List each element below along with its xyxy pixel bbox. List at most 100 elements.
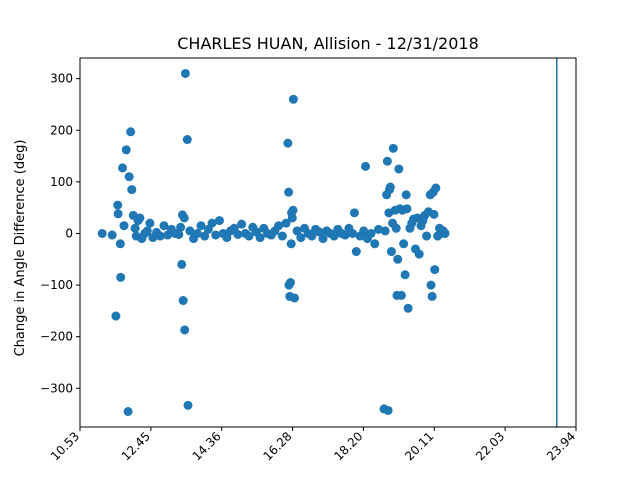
data-point — [388, 143, 398, 153]
data-point — [135, 213, 145, 223]
data-point — [182, 135, 192, 145]
y-axis: 300 200 100 0 −100 −200 −300 — [40, 72, 80, 395]
data-point — [307, 231, 317, 241]
data-point — [180, 68, 190, 78]
data-point — [414, 249, 424, 259]
data-point — [124, 172, 134, 182]
data-point — [382, 156, 392, 166]
data-point — [288, 205, 298, 215]
data-point — [127, 185, 137, 195]
data-point — [233, 230, 243, 240]
data-point — [178, 296, 188, 306]
data-point — [113, 209, 123, 219]
data-point — [440, 228, 450, 238]
data-point — [179, 213, 189, 223]
data-point — [145, 218, 155, 228]
data-point — [285, 277, 295, 287]
data-point — [174, 230, 184, 240]
y-tick-label: 100 — [50, 175, 73, 189]
data-point — [385, 182, 395, 192]
data-point — [383, 405, 393, 415]
data-point — [386, 247, 396, 257]
y-axis-label: Change in Angle Difference (deg) — [13, 140, 28, 357]
data-point — [290, 293, 300, 303]
data-point — [380, 226, 390, 236]
data-point — [351, 247, 361, 257]
data-point — [123, 407, 133, 417]
data-point — [200, 231, 210, 241]
data-point — [183, 400, 193, 410]
plot-frame — [79, 57, 577, 428]
data-point — [393, 254, 403, 264]
data-point — [111, 311, 121, 321]
y-tick-label: 300 — [50, 72, 73, 86]
data-point — [159, 221, 169, 231]
data-point — [244, 231, 254, 241]
chart-title: CHARLES HUAN, Allision - 12/31/2018 — [177, 34, 479, 53]
data-point — [115, 239, 125, 249]
data-point — [177, 259, 187, 269]
data-point — [329, 231, 339, 241]
data-point — [348, 228, 358, 238]
data-point — [155, 231, 165, 241]
data-point — [402, 204, 412, 214]
data-point — [429, 209, 439, 219]
data-point — [255, 233, 265, 243]
data-point — [119, 221, 129, 231]
data-point — [274, 221, 284, 231]
data-point — [176, 222, 186, 232]
data-point — [403, 303, 413, 313]
data-point — [287, 213, 297, 223]
data-point — [277, 231, 287, 241]
data-point — [400, 270, 410, 280]
data-point — [288, 94, 298, 104]
data-point — [113, 200, 123, 210]
data-point — [292, 226, 302, 236]
data-point — [107, 230, 117, 240]
data-point — [283, 138, 293, 148]
data-point — [426, 280, 436, 290]
data-point — [349, 208, 359, 218]
data-point — [394, 164, 404, 174]
data-point — [286, 239, 296, 249]
data-point — [430, 265, 440, 275]
data-point — [370, 239, 380, 249]
data-point — [121, 145, 131, 155]
data-point — [211, 230, 221, 240]
y-tick-label: 0 — [65, 226, 73, 240]
data-point — [340, 230, 350, 240]
data-point — [126, 127, 136, 137]
y-tick-label: −100 — [40, 278, 73, 292]
data-point — [318, 234, 328, 244]
y-tick-label: −300 — [40, 381, 73, 395]
data-point — [214, 216, 224, 226]
data-point — [314, 227, 324, 237]
data-point — [281, 218, 291, 228]
data-point — [207, 218, 217, 228]
data-point — [399, 239, 409, 249]
data-point — [116, 272, 126, 282]
points-layer — [97, 68, 450, 417]
y-tick-label: −200 — [40, 330, 73, 344]
data-point — [97, 228, 107, 238]
y-tick-label: 200 — [50, 123, 73, 137]
data-point — [222, 233, 232, 243]
data-point — [130, 223, 140, 233]
data-point — [391, 223, 401, 233]
data-point — [142, 226, 152, 236]
data-point — [118, 163, 128, 173]
data-point — [396, 290, 406, 300]
data-point — [192, 228, 202, 238]
data-point — [361, 161, 371, 171]
data-point — [427, 291, 437, 301]
data-point — [359, 226, 369, 236]
data-point — [422, 231, 432, 241]
data-point — [180, 325, 190, 335]
data-point — [296, 233, 306, 243]
data-point — [196, 221, 206, 231]
data-point — [237, 219, 247, 229]
data-point — [185, 226, 195, 236]
data-point — [284, 187, 294, 197]
data-point — [366, 228, 376, 238]
